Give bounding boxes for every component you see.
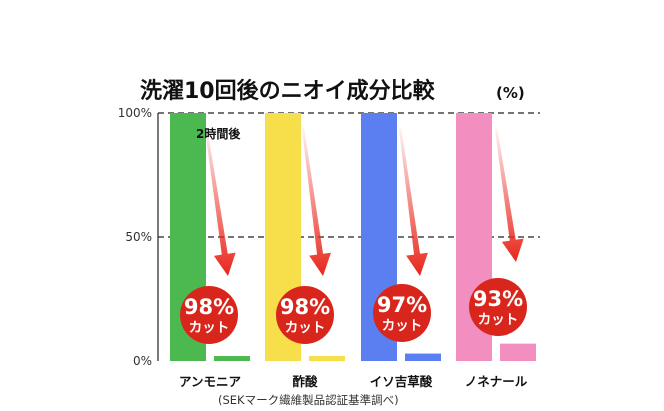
badge-cut-label: カット: [285, 320, 326, 336]
y-tick-label: 50%: [125, 230, 152, 244]
reduction-arrow: [301, 127, 331, 277]
badge-cut-label: カット: [189, 320, 230, 336]
reduction-arrow: [494, 127, 524, 262]
x-category-label: ノネナール: [465, 374, 528, 389]
x-category-label: 酢酸: [292, 374, 318, 389]
badge-circle: [469, 278, 527, 336]
badge-percent-label: 98%: [184, 295, 234, 319]
x-axis-labels: アンモニア 酢酸 イソ吉草酸 ノネナール: [179, 374, 528, 389]
badge-percent-label: 93%: [473, 287, 523, 311]
y-tick-label: 100%: [118, 106, 152, 120]
x-category-label: イソ吉草酸: [370, 374, 433, 389]
badge-cut-label: カット: [478, 312, 519, 328]
reduction-arrow: [398, 127, 428, 277]
reduction-badge: 93%カット: [469, 278, 527, 336]
source-note: (SEKマーク繊維製品認証基準調べ): [218, 393, 399, 407]
time-annotation: 2時間後: [196, 126, 241, 141]
bar-after: [214, 356, 250, 361]
badge-circle: [276, 286, 334, 344]
badge-circle: [373, 284, 431, 342]
chart-title-unit: (%): [496, 84, 525, 102]
arrows: [204, 127, 524, 277]
badge-percent-label: 98%: [280, 295, 330, 319]
badge-cut-label: カット: [382, 318, 423, 334]
y-axis: 100% 50% 0%: [118, 106, 159, 368]
bar-after: [500, 343, 536, 361]
reduction-badge: 98%カット: [180, 286, 238, 344]
reduction-badge: 97%カット: [373, 284, 431, 342]
badge-circle: [180, 286, 238, 344]
bar-after: [309, 356, 345, 361]
badge-percent-label: 97%: [377, 293, 427, 317]
x-category-label: アンモニア: [179, 374, 241, 389]
bars: [170, 113, 536, 361]
reduction-badge: 98%カット: [276, 286, 334, 344]
reduction-arrow: [204, 127, 236, 276]
bar-after: [405, 353, 441, 361]
y-tick-label: 0%: [133, 354, 152, 368]
chart-title: 洗濯10回後のニオイ成分比較: [140, 78, 436, 104]
